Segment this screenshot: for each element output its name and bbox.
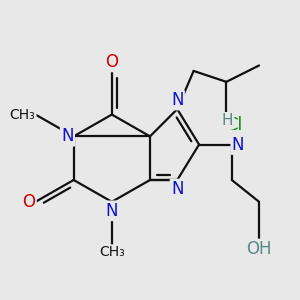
Text: O: O bbox=[105, 53, 118, 71]
Text: N: N bbox=[61, 128, 74, 146]
Text: CH₃: CH₃ bbox=[10, 108, 35, 122]
Text: CH₃: CH₃ bbox=[99, 245, 125, 260]
Text: Cl: Cl bbox=[226, 116, 242, 134]
Text: O: O bbox=[22, 193, 35, 211]
Text: N: N bbox=[171, 180, 184, 198]
Text: N: N bbox=[106, 202, 118, 220]
Text: H: H bbox=[222, 113, 233, 128]
Text: OH: OH bbox=[246, 240, 272, 258]
Text: N: N bbox=[232, 136, 244, 154]
Text: N: N bbox=[171, 91, 184, 109]
